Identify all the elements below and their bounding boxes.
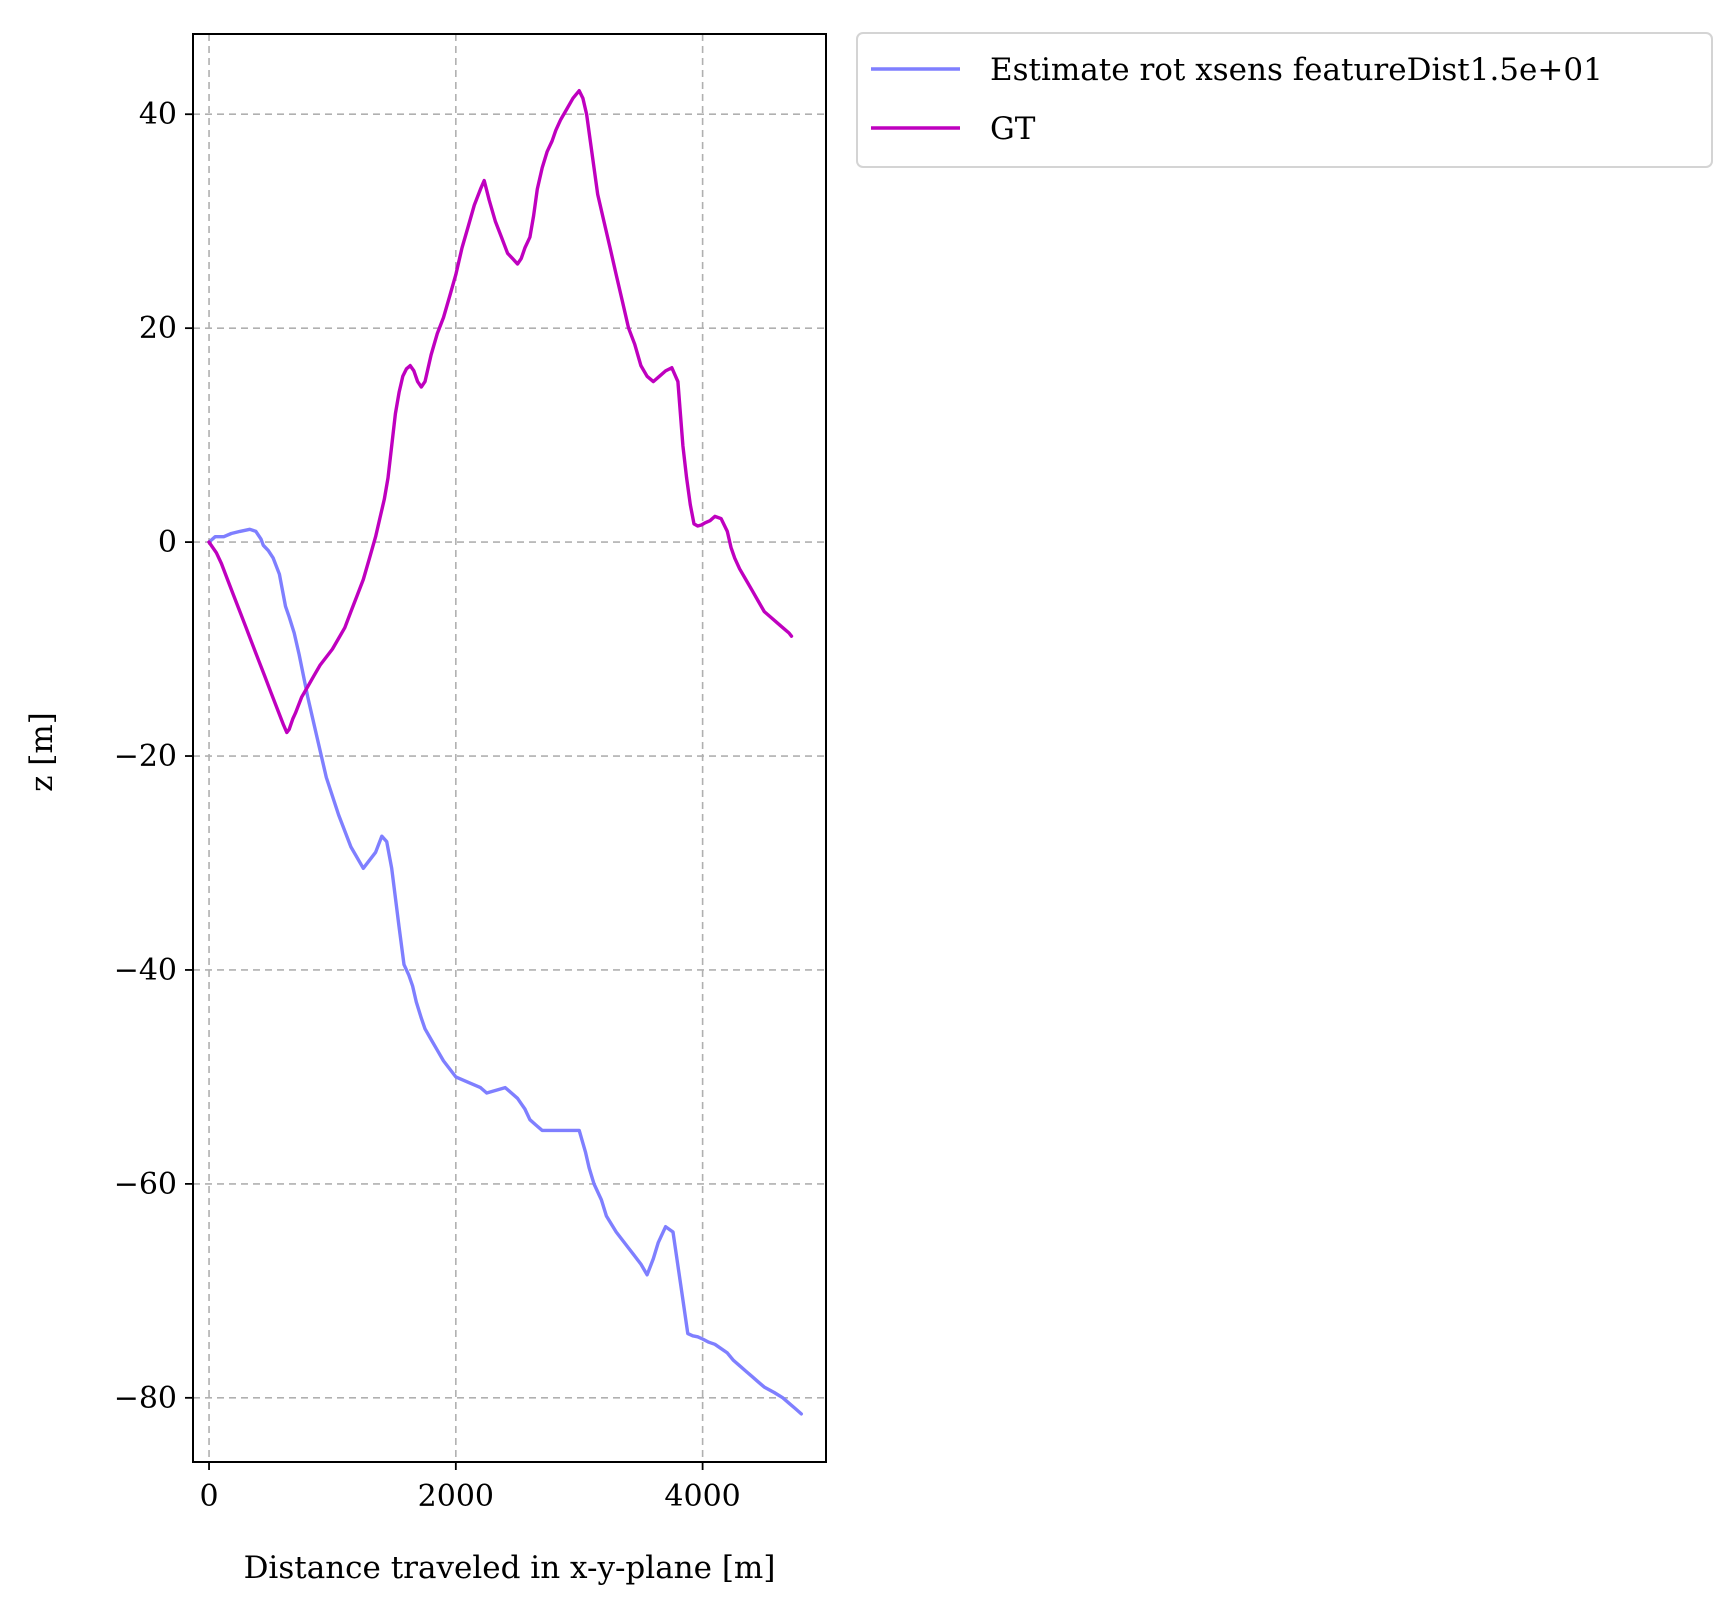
y-tick-label: −60 [114, 1167, 177, 1202]
y-tick-label: −20 [114, 739, 177, 774]
grid [193, 34, 826, 1462]
y-tick-label: 0 [158, 525, 177, 560]
series-line-gt [207, 88, 794, 735]
plot-area-frame [192, 33, 827, 1463]
ticks: 0 2000 4000 40 20 0 −20 −40 −60 −80 [114, 97, 741, 1514]
series-layer [207, 88, 803, 1416]
legend-frame [856, 32, 1713, 168]
x-tick-label: 4000 [664, 1479, 740, 1514]
legend: Estimate rot xsens featureDist1.5e+01 GT [856, 32, 1713, 168]
x-axis-title: Distance traveled in x-y-plane [m] [244, 1550, 776, 1586]
y-tick-label: −80 [114, 1381, 177, 1416]
y-tick-label: 20 [139, 311, 177, 346]
series-line-estimate [207, 527, 803, 1416]
y-tick-label: 40 [139, 97, 177, 132]
y-axis-title: z [m] [24, 712, 60, 792]
x-tick-label: 0 [199, 1479, 218, 1514]
x-tick-label: 2000 [418, 1479, 494, 1514]
legend-label-gt: GT [990, 111, 1036, 147]
y-tick-label: −40 [114, 953, 177, 988]
legend-label-estimate: Estimate rot xsens featureDist1.5e+01 [990, 52, 1603, 88]
